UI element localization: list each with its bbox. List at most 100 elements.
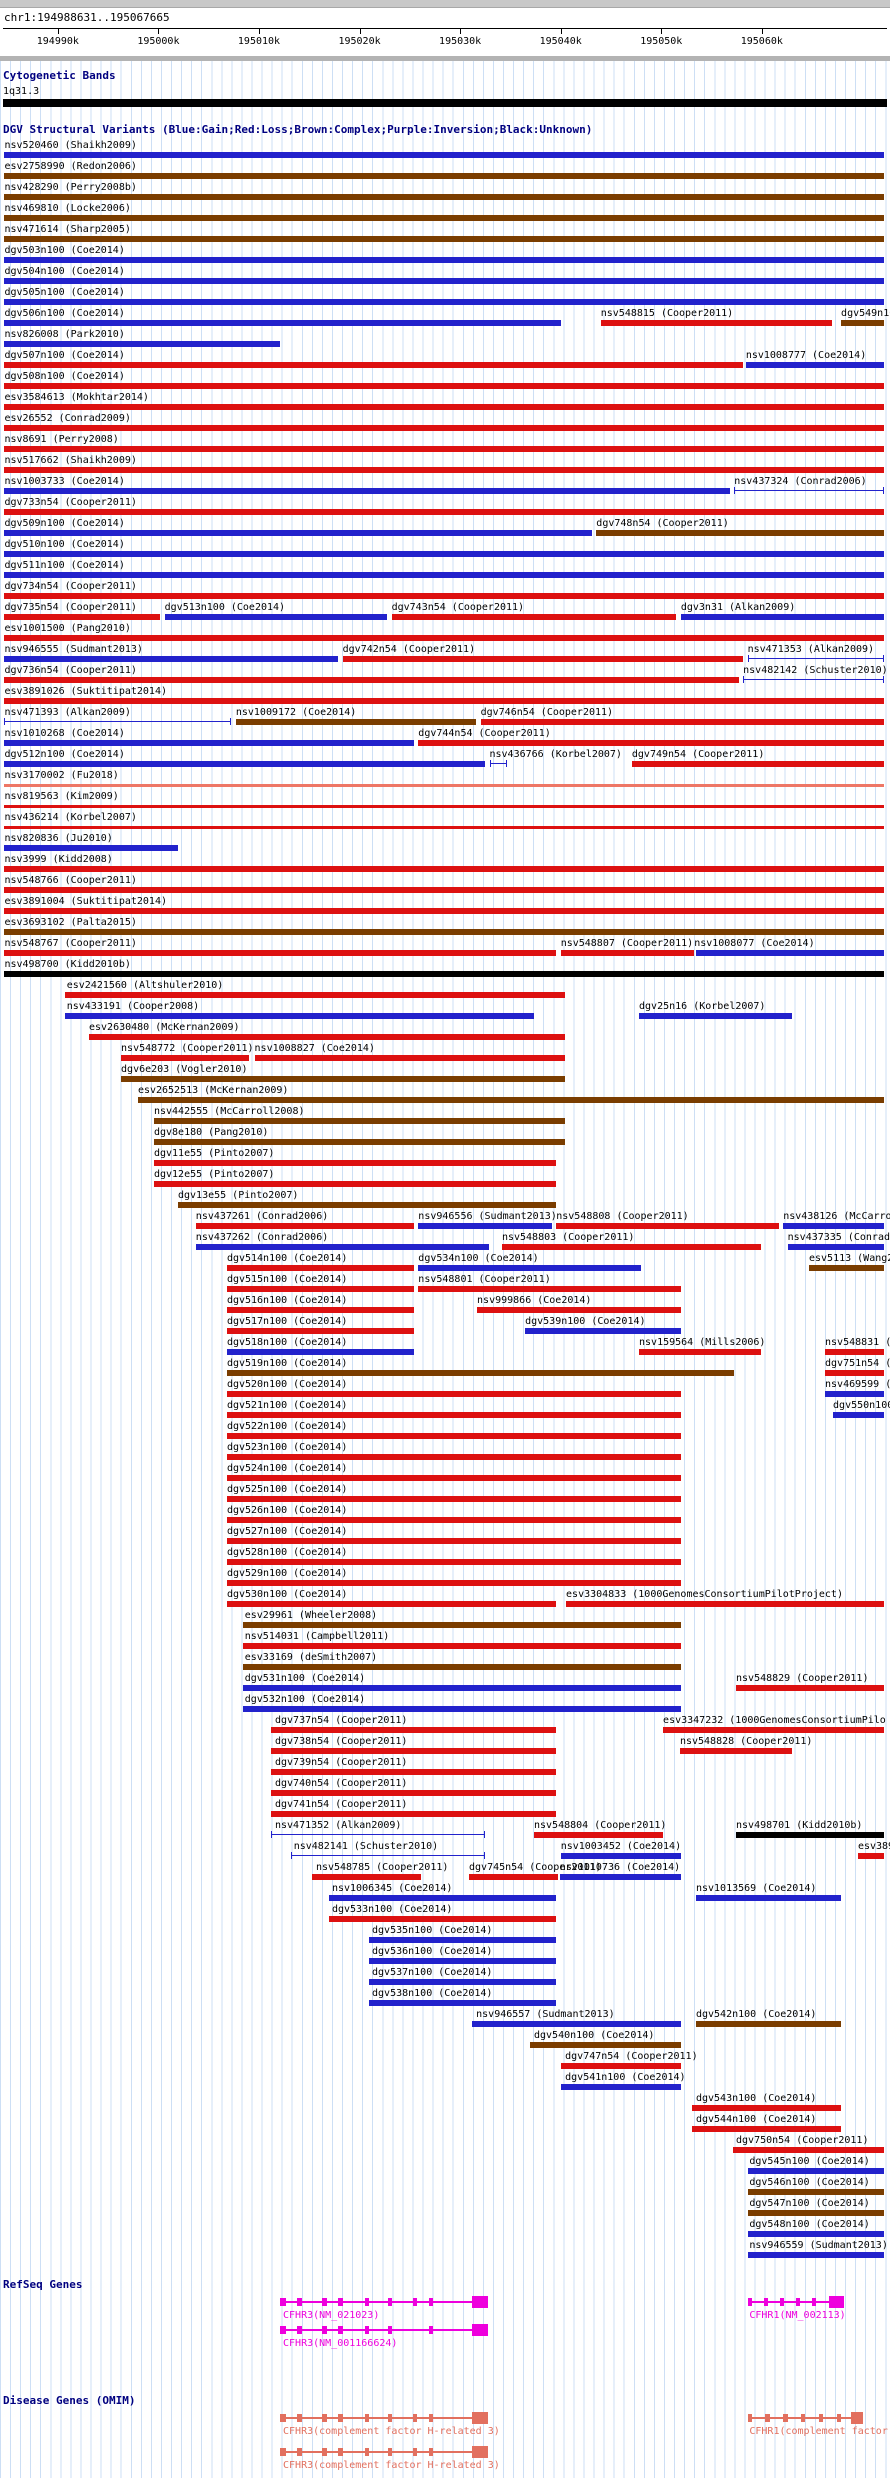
variant-label[interactable]: nsv442555 (McCarroll2008) — [153, 1106, 305, 1117]
variant-bar[interactable] — [242, 1664, 681, 1670]
variant-bar[interactable] — [226, 1496, 681, 1502]
gene-exon[interactable] — [322, 2414, 327, 2422]
variant-label[interactable]: dgv533n100 (Coe2014) — [331, 1904, 453, 1915]
variant-label[interactable]: dgv744n54 (Cooper2011) — [418, 728, 551, 739]
variant-bar[interactable] — [4, 908, 884, 914]
variant-label[interactable]: nsv1003733 (Coe2014) — [4, 476, 125, 487]
variant-bar[interactable] — [64, 1013, 534, 1019]
variant-label[interactable]: dgv737n54 (Cooper2011) — [275, 1715, 408, 1726]
variant-bar[interactable] — [226, 1601, 557, 1607]
variant-label[interactable]: nsv8691 (Perry2008) — [4, 434, 119, 445]
variant-label[interactable]: dgv539n100 (Coe2014) — [525, 1316, 646, 1327]
variant-label[interactable]: nsv3999 (Kidd2008) — [4, 854, 113, 865]
variant-label[interactable]: esv2630480 (McKernan2009) — [89, 1022, 240, 1033]
variant-bar[interactable] — [4, 257, 884, 263]
variant-bar[interactable] — [89, 1034, 566, 1040]
variant-label[interactable]: nsv548772 (Cooper2011) — [121, 1043, 254, 1054]
variant-label[interactable]: dgv548n100 (Coe2014) — [749, 2219, 870, 2230]
variant-label[interactable]: dgv545n100 (Coe2014) — [749, 2156, 870, 2167]
gene-exon[interactable] — [412, 2298, 418, 2306]
gene-exon[interactable] — [322, 2448, 327, 2456]
variant-bar[interactable] — [747, 2231, 884, 2237]
variant-bar[interactable] — [178, 1202, 557, 1208]
variant-label[interactable]: dgv509n100 (Coe2014) — [4, 518, 125, 529]
variant-bar[interactable] — [4, 509, 884, 515]
variant-label[interactable]: dgv525n100 (Coe2014) — [226, 1484, 348, 1495]
variant-bar[interactable] — [4, 761, 486, 767]
variant-bar[interactable] — [733, 2147, 884, 2153]
variant-bar[interactable] — [692, 2126, 842, 2132]
variant-label[interactable]: dgv524n100 (Coe2014) — [226, 1463, 348, 1474]
gene-exon[interactable] — [471, 2412, 488, 2424]
variant-label[interactable]: nsv520460 (Shaikh2009) — [4, 140, 137, 151]
variant-bar[interactable] — [226, 1265, 414, 1271]
variant-label[interactable]: dgv3n31 (Alkan2009) — [680, 602, 796, 613]
variant-bar[interactable] — [469, 1874, 559, 1880]
variant-label[interactable]: dgv518n100 (Coe2014) — [226, 1337, 348, 1348]
variant-label[interactable]: dgv750n54 (Cooper2011) — [736, 2135, 869, 2146]
variant-bar[interactable] — [534, 1832, 664, 1838]
variant-bar[interactable] — [369, 1979, 557, 1985]
variant-bar[interactable] — [329, 1895, 557, 1901]
variant-bar[interactable] — [4, 593, 884, 599]
variant-bar[interactable] — [4, 740, 414, 746]
variant-bar[interactable] — [4, 614, 161, 620]
variant-label[interactable]: nsv436766 (Korbel2007) — [489, 749, 622, 760]
variant-bar[interactable] — [226, 1517, 681, 1523]
variant-bar[interactable] — [235, 719, 477, 725]
variant-bar[interactable] — [4, 971, 884, 977]
variant-bar[interactable] — [787, 1244, 884, 1250]
variant-bar[interactable] — [695, 1895, 842, 1901]
variant-bar[interactable] — [560, 950, 695, 956]
variant-bar[interactable] — [226, 1307, 414, 1313]
variant-label[interactable]: dgv543n100 (Coe2014) — [695, 2093, 817, 2104]
variant-bar[interactable] — [418, 740, 884, 746]
variant-label[interactable]: nsv159564 (Mills2006) — [639, 1337, 766, 1348]
variant-label[interactable]: nsv548785 (Cooper2011) — [315, 1862, 449, 1873]
variant-bar[interactable] — [418, 1286, 681, 1292]
variant-label[interactable]: nsv946559 (Sudmant2013) — [749, 2240, 888, 2251]
variant-label[interactable]: nsv1009172 (Coe2014) — [235, 707, 357, 718]
gene-exon[interactable] — [297, 2326, 302, 2334]
variant-label[interactable]: dgv745n54 (Cooper2011) — [469, 1862, 602, 1873]
variant-label[interactable]: nsv437324 (Conrad2006) — [734, 476, 867, 487]
variant-bar[interactable] — [747, 2210, 884, 2216]
variant-bar[interactable] — [747, 655, 884, 662]
variant-bar[interactable] — [4, 698, 884, 704]
variant-bar[interactable] — [271, 1811, 557, 1817]
variant-label[interactable]: dgv540n100 (Coe2014) — [534, 2030, 655, 2041]
variant-label[interactable]: nsv471393 (Alkan2009) — [4, 707, 131, 718]
variant-bar[interactable] — [734, 487, 884, 494]
variant-label[interactable]: nsv438126 (McCarrol — [783, 1211, 890, 1222]
variant-label[interactable]: esv26552 (Conrad2009) — [4, 413, 131, 424]
variant-bar[interactable] — [680, 614, 884, 620]
variant-bar[interactable] — [736, 1832, 884, 1838]
variant-label[interactable]: nsv548767 (Cooper2011) — [4, 938, 137, 949]
variant-label[interactable]: nsv826008 (Park2010) — [4, 329, 125, 340]
variant-label[interactable]: nsv469810 (Locke2006) — [4, 203, 131, 214]
variant-label[interactable]: nsv428290 (Perry2008b) — [4, 182, 137, 193]
variant-bar[interactable] — [4, 446, 884, 452]
variant-label[interactable]: dgv550n100 — [833, 1400, 890, 1411]
variant-bar[interactable] — [501, 1244, 761, 1250]
variant-label[interactable]: dgv530n100 (Coe2014) — [226, 1589, 348, 1600]
gene-exon[interactable] — [364, 2414, 370, 2422]
variant-bar[interactable] — [4, 950, 557, 956]
variant-bar[interactable] — [529, 2042, 681, 2048]
variant-bar[interactable] — [195, 1223, 414, 1229]
gene-exon[interactable] — [818, 2414, 824, 2422]
variant-bar[interactable] — [226, 1391, 681, 1397]
variant-label[interactable]: nsv433191 (Cooper2008) — [66, 1001, 200, 1012]
gene-exon[interactable] — [783, 2414, 788, 2422]
variant-bar[interactable] — [560, 1853, 681, 1859]
variant-label[interactable]: dgv513n100 (Coe2014) — [164, 602, 286, 613]
variant-label[interactable]: dgv11e55 (Pinto2007) — [153, 1148, 275, 1159]
gene-exon[interactable] — [297, 2448, 302, 2456]
variant-label[interactable]: esv29961 (Wheeler2008) — [244, 1610, 378, 1621]
gene-exon[interactable] — [829, 2296, 844, 2308]
variant-label[interactable]: dgv515n100 (Coe2014) — [226, 1274, 348, 1285]
variant-label[interactable]: dgv747n54 (Cooper2011) — [565, 2051, 698, 2062]
variant-label[interactable]: dgv514n100 (Coe2014) — [226, 1253, 348, 1264]
variant-label[interactable]: dgv535n100 (Coe2014) — [372, 1925, 493, 1936]
variant-bar[interactable] — [747, 2168, 884, 2174]
